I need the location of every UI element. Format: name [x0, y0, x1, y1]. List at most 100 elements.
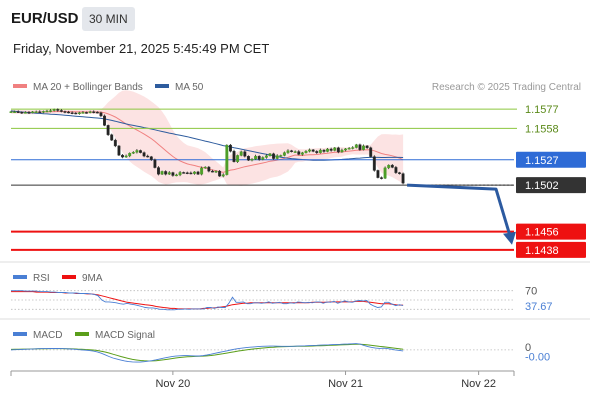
candle-body	[257, 155, 261, 160]
candle-body	[254, 155, 258, 160]
candle-body	[128, 153, 132, 157]
legend-label-macd: MACD	[33, 330, 62, 341]
legend-label-9ma: 9MA	[82, 273, 103, 284]
candle-body	[221, 174, 225, 177]
candle-body	[347, 147, 351, 150]
candle-body	[214, 170, 218, 173]
candle-body	[38, 111, 42, 113]
ma20-line	[11, 111, 404, 173]
legend-label-rsi: RSI	[33, 273, 50, 284]
legend-swatch-9ma	[62, 275, 76, 279]
candle-body	[23, 112, 27, 114]
candle-body	[56, 109, 60, 111]
price-panel: 1.1577 1.1558 1.1527 1.1502 1.1456 1.1438	[9, 90, 586, 258]
candle-body	[139, 150, 142, 153]
candle-body	[200, 167, 204, 175]
candle-body	[131, 152, 135, 154]
candle-body	[34, 111, 38, 113]
macd-ref-label: 0	[525, 342, 531, 354]
candle-body	[308, 149, 312, 152]
bollinger-band	[11, 90, 404, 186]
candle-body	[103, 115, 106, 126]
legend-swatch-macd	[13, 332, 27, 336]
candle-body	[383, 167, 387, 179]
candle-body	[394, 167, 398, 173]
legend-label-ma20: MA 20 + Bollinger Bands	[33, 82, 143, 93]
candle-body	[171, 172, 175, 176]
candle-body	[286, 150, 290, 153]
candle-body	[182, 172, 186, 174]
candle-body	[92, 111, 96, 113]
candle-body	[261, 157, 265, 160]
candle-body	[340, 149, 344, 153]
legend-swatch-macd-signal	[75, 332, 89, 336]
macd-signal-line	[10, 343, 404, 362]
candle-body	[236, 155, 240, 162]
candle-body	[282, 152, 286, 156]
candle-body	[207, 166, 211, 172]
level-label-box-5	[516, 241, 586, 258]
level-label-1: 1.1558	[525, 123, 559, 135]
level-label-4: 1.1456	[525, 227, 559, 239]
candle-body	[88, 111, 92, 113]
candle-body	[232, 150, 236, 162]
projection-arrow	[407, 183, 512, 237]
candle-body	[193, 171, 196, 174]
candle-body	[387, 164, 391, 169]
candle-body	[27, 112, 31, 114]
timeframe-badge[interactable]: 30 MIN	[82, 7, 135, 31]
candle-body	[31, 111, 35, 113]
candle-body	[297, 151, 301, 155]
candle-body	[135, 150, 139, 153]
candle-body	[243, 151, 247, 157]
candle-body	[315, 151, 319, 153]
candle-body	[268, 153, 272, 156]
candle-body	[160, 171, 164, 175]
candle-body	[304, 150, 308, 153]
candle-body	[336, 147, 340, 153]
candle-body	[113, 139, 117, 147]
candle-body	[279, 155, 283, 157]
candle-body	[59, 110, 63, 112]
level-label-2: 1.1527	[525, 155, 559, 167]
candle-body	[110, 134, 114, 141]
candle-body	[275, 155, 279, 159]
candle-body	[362, 145, 365, 150]
candle-body	[372, 156, 376, 171]
x-tick-label-1: Nov 21	[328, 378, 363, 390]
candle-body	[175, 174, 178, 177]
legend-swatch-rsi	[13, 275, 27, 279]
chart-header: EUR/USD 30 MIN	[0, 0, 590, 36]
macd-panel: 0-0.00	[10, 342, 550, 364]
candle-body	[70, 112, 74, 114]
candle-body	[13, 111, 17, 113]
candle-body	[380, 177, 383, 179]
candle-body	[228, 144, 232, 152]
level-label-0: 1.1577	[525, 104, 559, 116]
candle-body	[74, 112, 78, 115]
candle-body	[142, 152, 146, 157]
level-label-box-2	[516, 151, 586, 168]
candle-body	[272, 153, 276, 159]
candle-body	[153, 159, 157, 168]
candle-body	[85, 112, 88, 114]
legend-label-macd-signal: MACD Signal	[95, 330, 155, 341]
candle-body	[354, 144, 358, 148]
candle-body	[398, 172, 401, 174]
candle-body	[189, 172, 193, 175]
candle-body	[99, 112, 103, 117]
candle-body	[329, 148, 333, 151]
candle-body	[167, 172, 171, 175]
rsi-9ma-line	[11, 291, 404, 310]
candle-body	[300, 152, 304, 155]
candle-body	[49, 110, 53, 112]
level-label-5: 1.1438	[525, 245, 559, 257]
candle-body	[117, 145, 121, 156]
candle-body	[401, 173, 405, 184]
candle-body	[326, 148, 329, 152]
candle-body	[333, 147, 337, 151]
rsi-ref-label: 70	[525, 286, 537, 298]
candle-body	[376, 170, 380, 178]
candle-body	[311, 149, 315, 152]
candle-body	[178, 172, 182, 176]
